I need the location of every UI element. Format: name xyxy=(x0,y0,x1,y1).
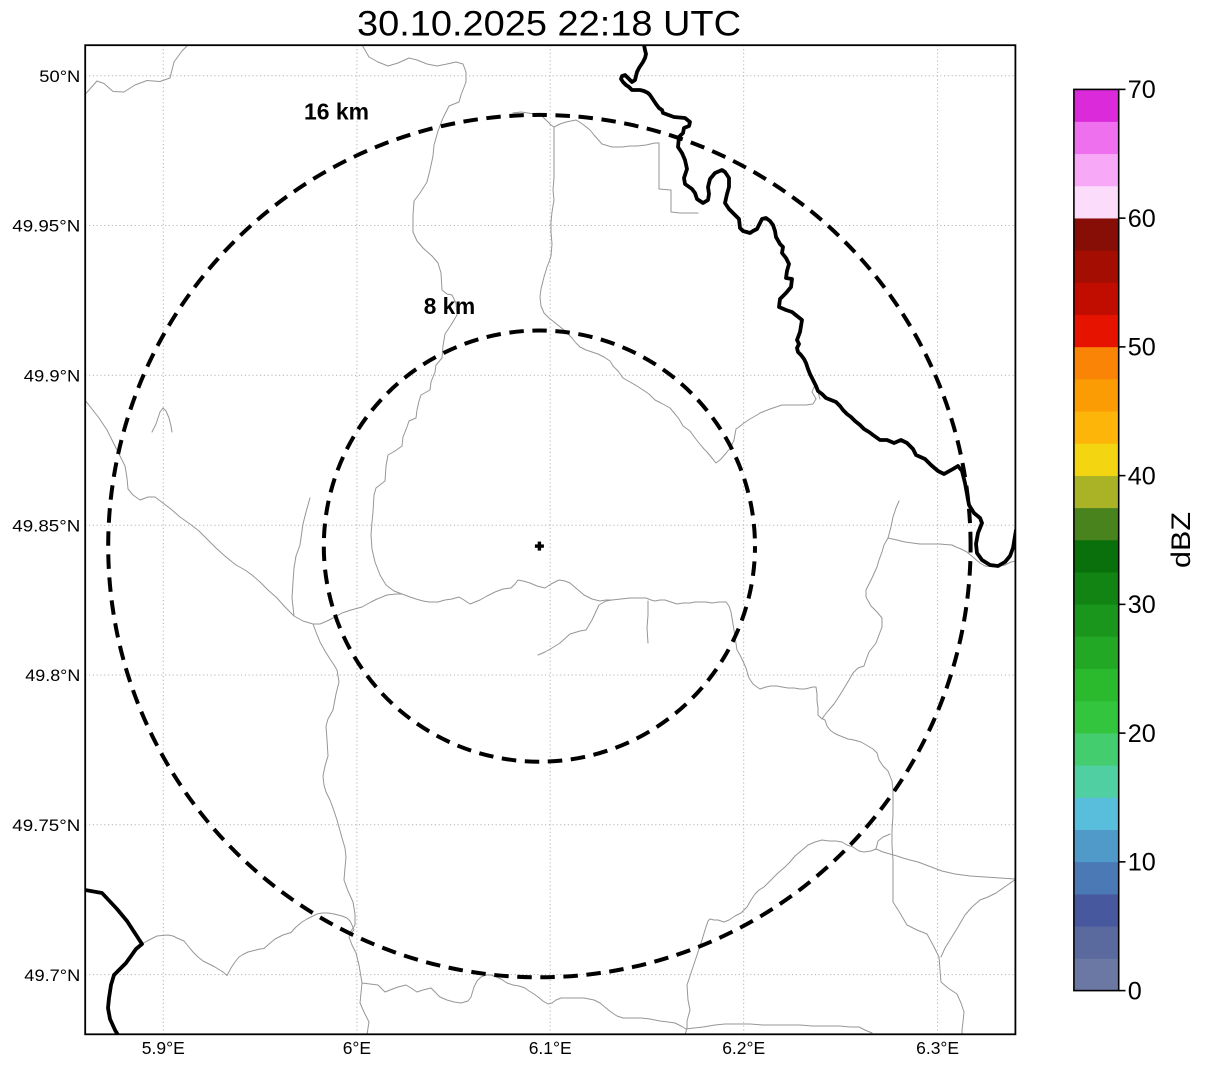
svg-text:49.7°N: 49.7°N xyxy=(24,966,80,985)
svg-text:dBZ: dBZ xyxy=(1166,512,1196,568)
svg-text:6°E: 6°E xyxy=(343,1038,371,1058)
svg-text:70: 70 xyxy=(1128,76,1156,104)
svg-text:60: 60 xyxy=(1128,205,1156,233)
svg-text:0: 0 xyxy=(1128,977,1142,1005)
svg-text:49.8°N: 49.8°N xyxy=(25,666,80,685)
svg-text:30: 30 xyxy=(1128,591,1156,619)
svg-text:50°N: 50°N xyxy=(39,67,80,86)
svg-text:6.1°E: 6.1°E xyxy=(529,1038,572,1058)
svg-text:30.10.2025 22:18 UTC: 30.10.2025 22:18 UTC xyxy=(357,5,741,44)
svg-text:49.95°N: 49.95°N xyxy=(12,217,80,236)
svg-text:49.85°N: 49.85°N xyxy=(12,516,80,535)
svg-text:8 km: 8 km xyxy=(424,293,476,319)
svg-text:50: 50 xyxy=(1128,334,1156,362)
svg-text:16 km: 16 km xyxy=(304,99,369,125)
svg-text:10: 10 xyxy=(1128,849,1156,877)
svg-text:49.75°N: 49.75°N xyxy=(12,816,80,835)
svg-text:49.9°N: 49.9°N xyxy=(24,367,81,386)
svg-text:20: 20 xyxy=(1128,720,1156,748)
svg-text:6.2°E: 6.2°E xyxy=(722,1038,765,1058)
svg-text:40: 40 xyxy=(1128,462,1156,490)
svg-text:5.9°E: 5.9°E xyxy=(142,1038,185,1058)
svg-text:6.3°E: 6.3°E xyxy=(916,1038,959,1058)
